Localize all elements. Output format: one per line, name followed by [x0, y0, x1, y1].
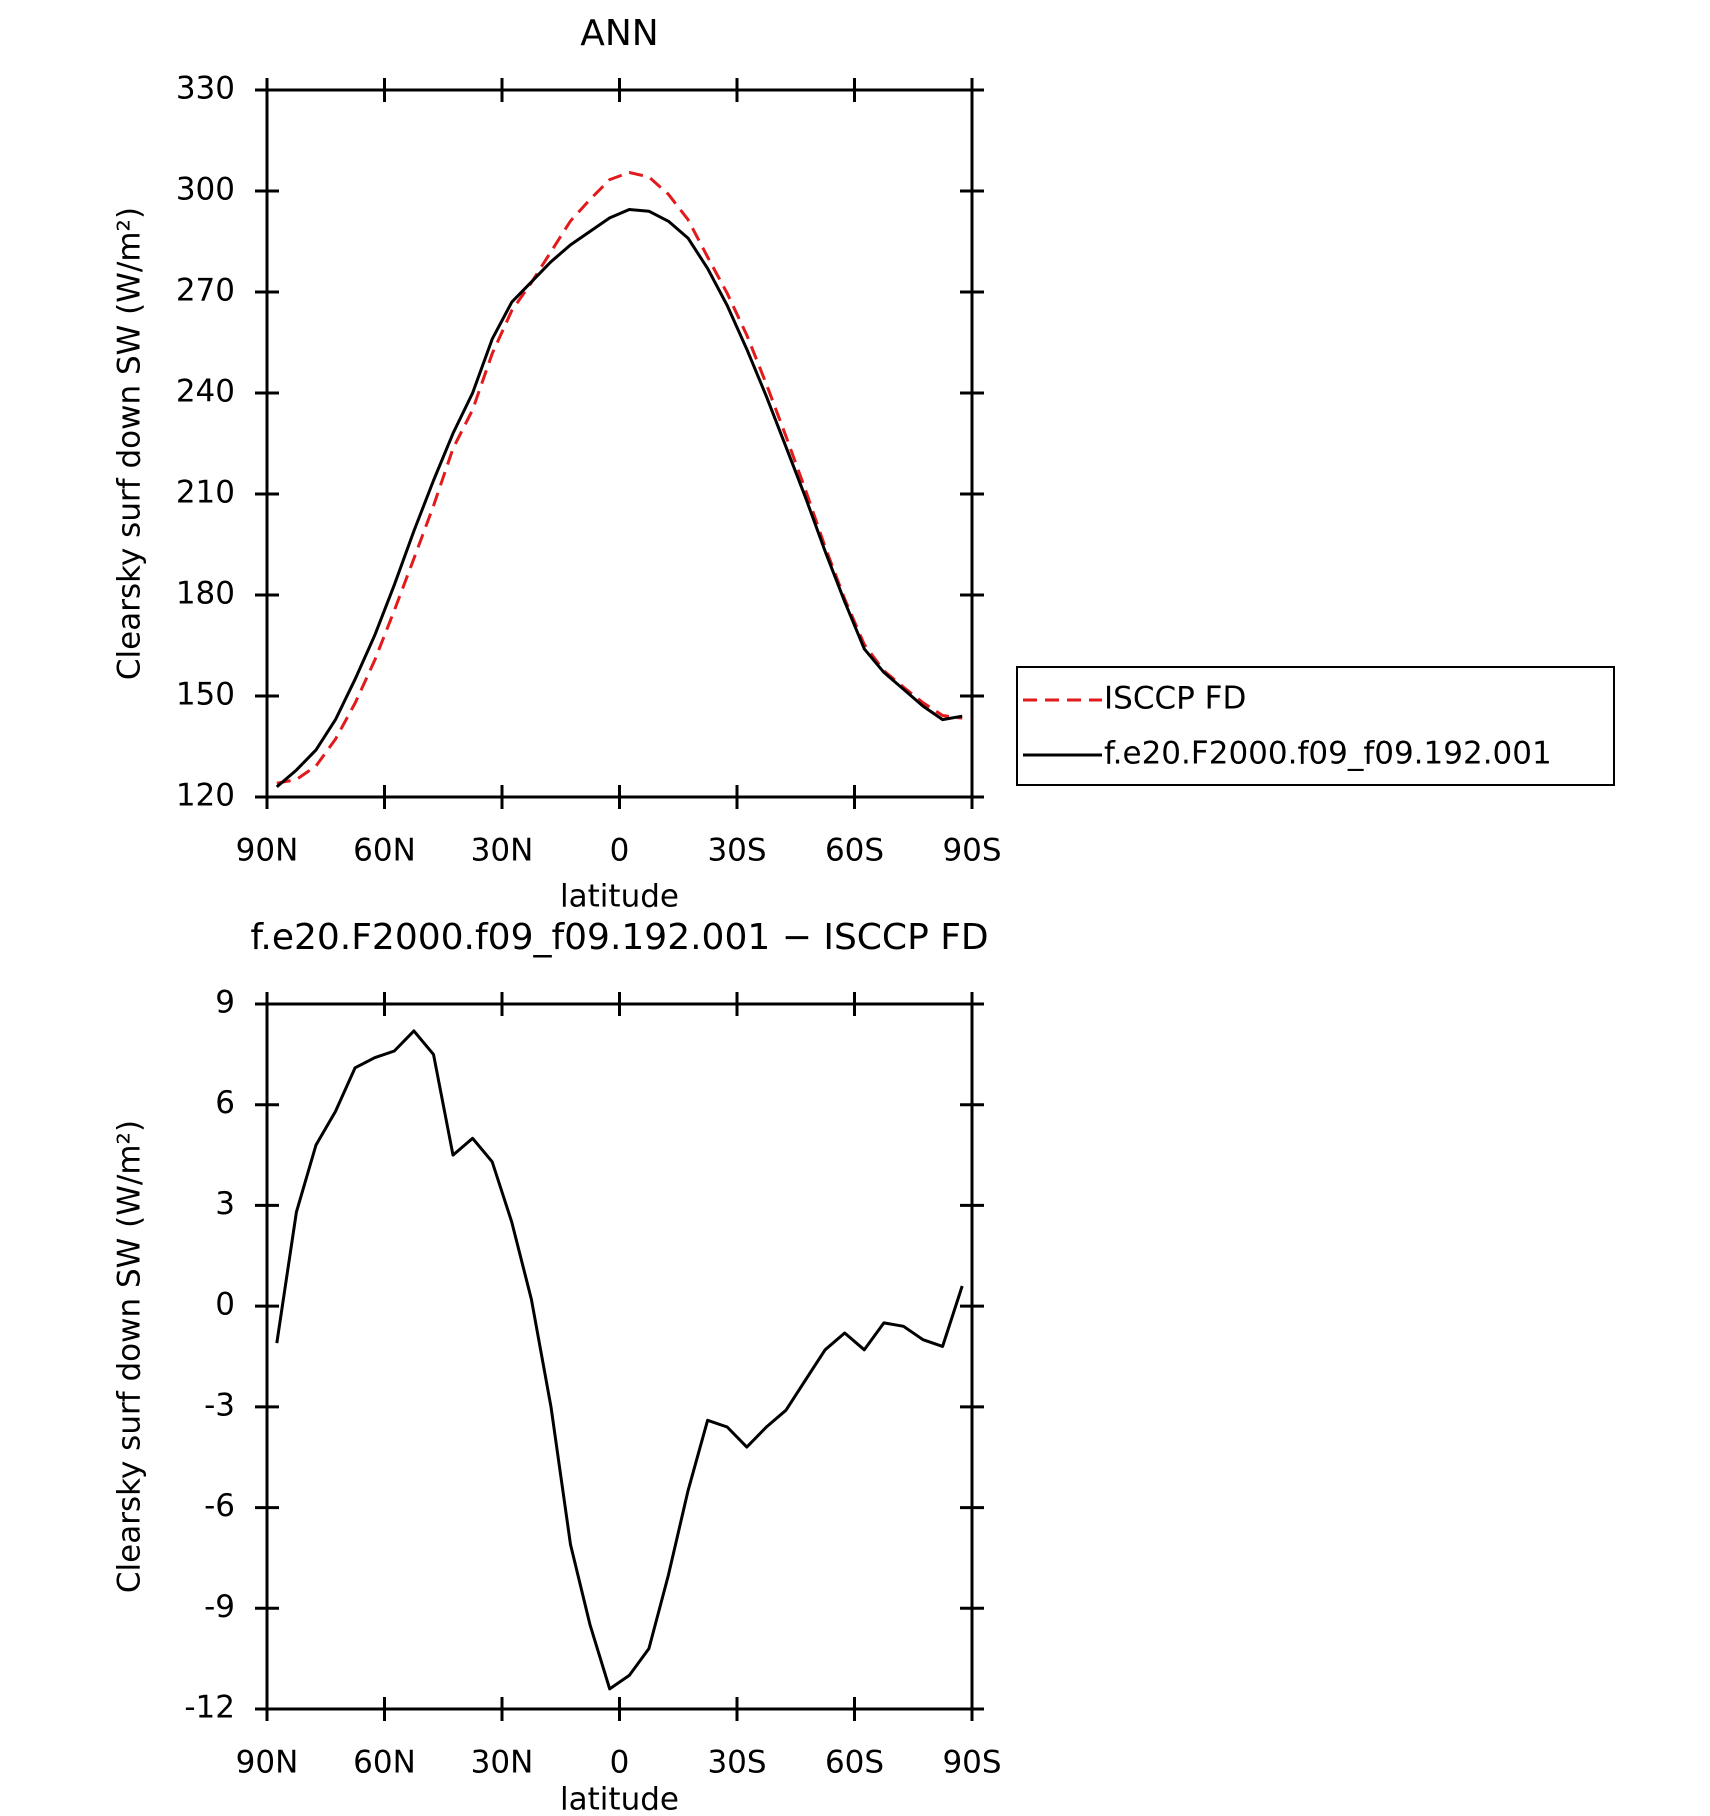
legend-label: f.e20.F2000.f09_f09.192.001 — [1104, 736, 1552, 772]
x-tick-label: 30S — [707, 1745, 766, 1781]
x-tick-label: 60S — [825, 833, 884, 869]
chart-title: ANN — [580, 13, 659, 54]
x-tick-label: 0 — [610, 1745, 630, 1781]
x-tick-label: 90N — [236, 833, 299, 869]
y-axis-label: Clearsky surf down SW (W/m²) — [112, 1120, 148, 1593]
y-tick-label: 9 — [215, 985, 235, 1021]
plot-frame — [265, 88, 974, 799]
y-tick-label: -6 — [204, 1488, 235, 1524]
y-tick-label: 300 — [176, 172, 235, 208]
y-tick-label: -12 — [184, 1690, 235, 1726]
y-tick-label: 210 — [176, 475, 235, 511]
x-tick-label: 90N — [236, 1745, 299, 1781]
x-tick-label: 90S — [942, 833, 1001, 869]
x-axis-label: latitude — [560, 879, 679, 915]
y-tick-label: 0 — [215, 1287, 235, 1323]
legend-box — [1016, 666, 1615, 786]
y-tick-label: 120 — [176, 778, 235, 814]
x-axis-label: latitude — [560, 1782, 679, 1816]
y-tick-label: 6 — [215, 1085, 235, 1121]
y-tick-label: 240 — [176, 374, 235, 410]
x-tick-label: 30S — [707, 833, 766, 869]
data-line — [276, 171, 963, 785]
y-axis-label: Clearsky surf down SW (W/m²) — [112, 207, 148, 680]
y-tick-label: 270 — [176, 273, 235, 309]
x-tick-label: 60N — [353, 833, 416, 869]
x-tick-label: 30N — [471, 1745, 534, 1781]
y-tick-label: 180 — [176, 576, 235, 612]
y-tick-label: 150 — [176, 677, 235, 713]
y-tick-label: -9 — [204, 1589, 235, 1625]
y-tick-label: 3 — [215, 1186, 235, 1222]
data-line — [275, 1029, 964, 1691]
x-tick-label: 60S — [825, 1745, 884, 1781]
y-tick-label: 330 — [176, 71, 235, 107]
x-tick-label: 0 — [610, 833, 630, 869]
legend-label: ISCCP FD — [1104, 681, 1246, 717]
x-tick-label: 90S — [942, 1745, 1001, 1781]
x-tick-label: 60N — [353, 1745, 416, 1781]
chart-title: f.e20.F2000.f09_f09.192.001 − ISCCP FD — [250, 917, 988, 958]
data-line — [275, 208, 963, 789]
plot-frame — [265, 1002, 974, 1711]
x-tick-label: 30N — [471, 833, 534, 869]
y-tick-label: -3 — [204, 1387, 235, 1423]
